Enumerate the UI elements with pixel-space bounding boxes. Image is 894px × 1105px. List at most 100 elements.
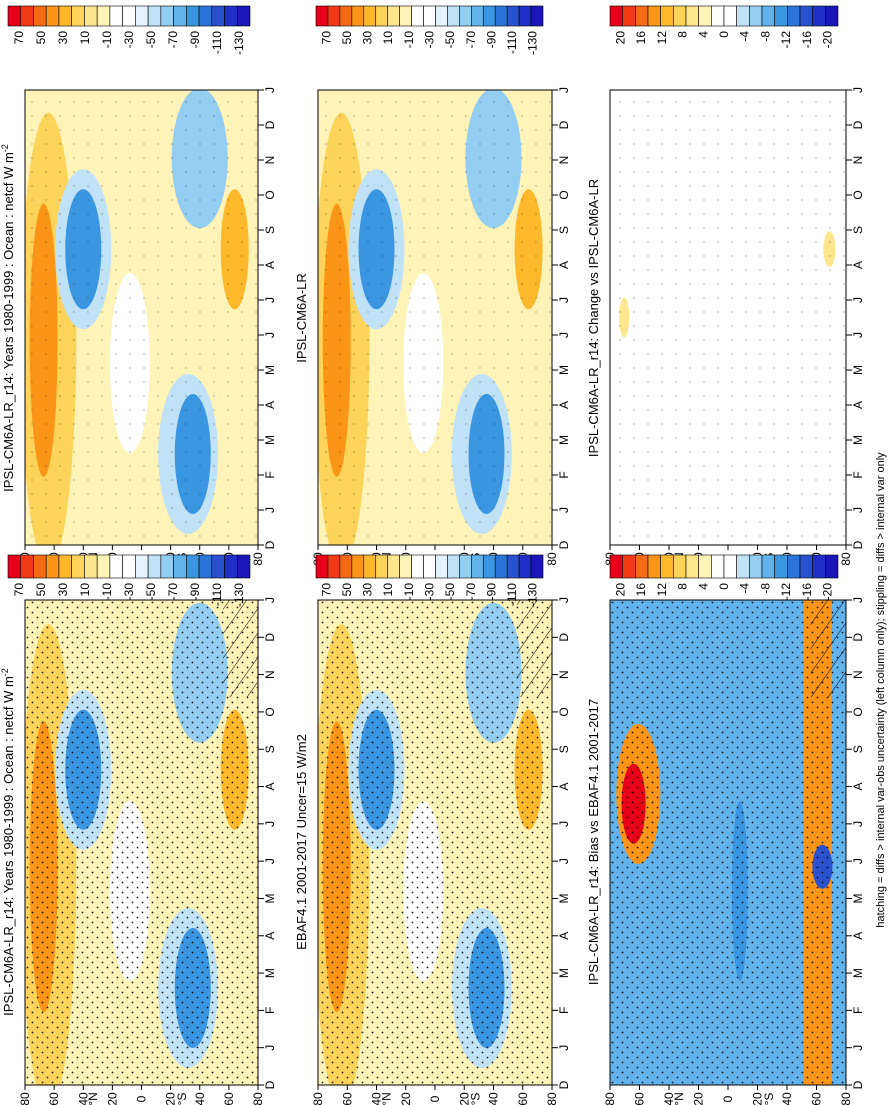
- colorbar-swatch: [160, 5, 174, 27]
- footnote: hatching = diffs > internal var-obs unce…: [875, 452, 887, 928]
- lat-tick-label: 60: [633, 1092, 647, 1105]
- month-tick-label: O: [557, 707, 571, 716]
- colorbar: 20 16 12 8 4 0 -4 -8 -12 -16 -20: [609, 554, 839, 600]
- colorbar-swatch: [327, 554, 341, 579]
- lat-tick-label: 0: [135, 1095, 149, 1102]
- colorbar-label: 70: [319, 31, 333, 45]
- colorbar-label: -12: [779, 31, 793, 49]
- colorbar-swatch: [224, 554, 238, 579]
- panel-title: IPSL-CM6A-LR_r14: Change vs IPSL-CM6A-LR: [586, 179, 601, 457]
- colorbar-swatch: [635, 5, 649, 27]
- colorbar-label: 30: [361, 583, 375, 597]
- colorbar-swatch: [482, 5, 496, 27]
- colorbar-swatch: [459, 554, 472, 579]
- month-tick-label: M: [851, 893, 865, 903]
- hemisphere-label-south: °S: [762, 1093, 776, 1105]
- colorbar-swatch: [530, 554, 544, 579]
- lat-tick-label: 40: [662, 1092, 676, 1105]
- colorbar-label: -10: [100, 583, 114, 601]
- colorbar-label: -70: [464, 583, 478, 601]
- month-tick-label: D: [557, 633, 571, 642]
- month-tick-label: M: [557, 435, 571, 445]
- month-tick-label: J: [851, 821, 865, 827]
- colorbar-label: -50: [443, 583, 457, 601]
- colorbar: 70 50 30 10 -10 -30 -50 -70 -90 -110 -130: [7, 5, 251, 55]
- colorbar-label: -70: [166, 583, 180, 601]
- colorbar-label: -30: [122, 583, 136, 601]
- colorbar-swatch: [45, 5, 60, 27]
- month-tick-label: A: [851, 261, 865, 269]
- colorbar-swatch: [198, 554, 213, 579]
- colorbar-swatch: [147, 5, 162, 27]
- colorbar-swatch: [711, 5, 725, 27]
- month-tick-label: A: [263, 401, 277, 409]
- colorbar-swatch: [363, 5, 377, 27]
- month-tick-label: J: [263, 821, 277, 827]
- colorbar-swatch: [224, 5, 238, 27]
- colorbar-swatch: [761, 5, 775, 27]
- colorbar-swatch: [411, 554, 424, 579]
- colorbar-swatch: [7, 554, 22, 579]
- month-tick-label: D: [263, 540, 277, 549]
- colorbar-label: -70: [166, 31, 180, 49]
- month-tick-label: J: [851, 597, 865, 603]
- month-tick-label: J: [851, 332, 865, 338]
- month-tick-label: O: [263, 707, 277, 716]
- heatmap-field: [25, 90, 258, 545]
- colorbar: 70 50 30 10 -10 -30 -50 -70 -90 -110 -130: [315, 554, 544, 607]
- panel-1: D J F M A M J J A S O N D J 80 60 40 20 0 20 40 60 80 °N °S IPSL-…: [0, 554, 277, 1105]
- month-tick-label: N: [851, 670, 865, 679]
- colorbar-label: -90: [188, 31, 202, 49]
- month-tick-label: O: [851, 190, 865, 199]
- colorbar-label: -8: [758, 583, 772, 594]
- lat-tick-label: 80: [545, 552, 559, 566]
- colorbar-swatch: [825, 5, 839, 27]
- lat-tick-label: 80: [839, 1092, 853, 1105]
- colorbar-label: 30: [56, 31, 70, 45]
- colorbar-swatch: [20, 5, 34, 27]
- month-tick-label: A: [263, 783, 277, 791]
- month-tick-label: F: [263, 471, 277, 478]
- lat-tick-label: 60: [47, 1092, 61, 1105]
- colorbar-swatch: [71, 5, 85, 27]
- colorbar-label: 4: [696, 583, 710, 590]
- lat-tick-label: 80: [603, 1092, 617, 1105]
- month-tick-label: O: [851, 707, 865, 716]
- month-tick-label: O: [263, 190, 277, 199]
- colorbar-label: 8: [676, 583, 690, 590]
- month-tick-label: D: [851, 540, 865, 549]
- colorbar-swatch: [447, 5, 460, 27]
- month-tick-label: J: [557, 858, 571, 864]
- colorbar-swatch: [58, 5, 72, 27]
- colorbar-label: -30: [423, 31, 437, 49]
- month-tick-label: F: [263, 1007, 277, 1014]
- month-tick-label: J: [851, 858, 865, 864]
- colorbar-swatch: [147, 554, 162, 579]
- colorbar-label: 0: [717, 583, 731, 590]
- colorbar-swatch: [211, 5, 225, 27]
- lat-tick-label: 40: [370, 1092, 384, 1105]
- colorbar-swatch: [787, 554, 801, 579]
- colorbar-swatch: [685, 5, 699, 27]
- colorbar-swatch: [530, 5, 544, 27]
- heatmap-field: [318, 90, 552, 545]
- colorbar-swatch: [787, 5, 801, 27]
- colorbar-label: 10: [381, 583, 395, 597]
- colorbar-swatch: [327, 5, 341, 27]
- colorbar-swatch: [494, 554, 508, 579]
- colorbar-label: 50: [340, 31, 354, 45]
- colorbar-swatch: [698, 554, 712, 579]
- colorbar-swatch: [186, 554, 200, 579]
- colorbar-label: -130: [526, 31, 540, 55]
- hemisphere-label-north: °N: [380, 1092, 394, 1105]
- colorbar-swatch: [135, 554, 149, 579]
- month-tick-label: D: [263, 633, 277, 642]
- colorbar-swatch: [673, 5, 687, 27]
- month-tick-label: A: [263, 261, 277, 269]
- month-tick-label: D: [557, 540, 571, 549]
- month-tick-label: M: [557, 968, 571, 978]
- lat-tick-label: 20: [692, 1092, 706, 1105]
- colorbar-swatch: [635, 554, 649, 579]
- colorbar-label: -130: [232, 583, 246, 607]
- title-superscript: -2: [0, 668, 10, 676]
